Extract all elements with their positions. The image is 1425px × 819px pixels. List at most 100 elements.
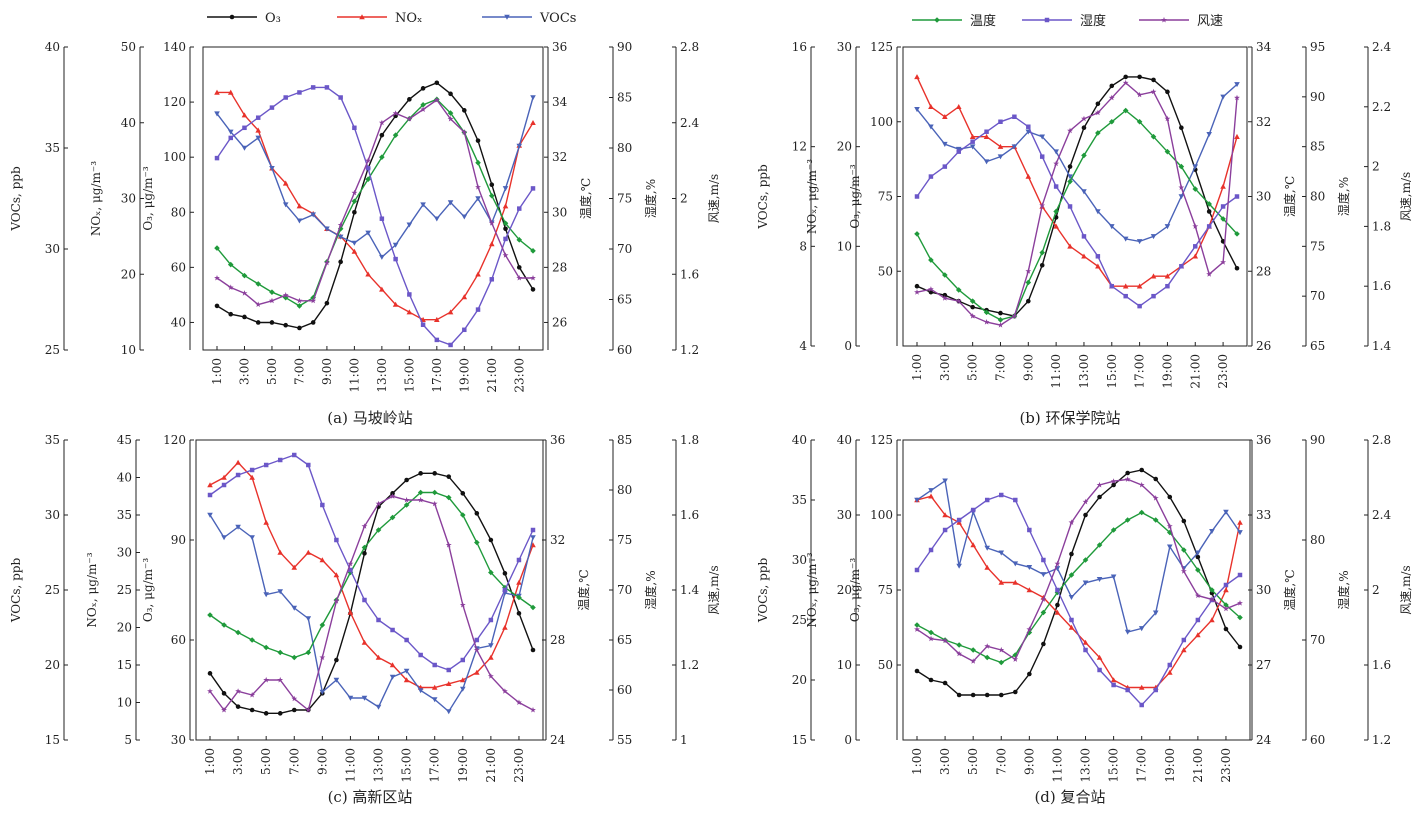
data-point	[1026, 124, 1031, 129]
y-axis-wind: 1.2 1.6 2 2.4 2.8 风速,m/s	[1364, 433, 1413, 747]
data-point	[404, 637, 409, 643]
data-point	[420, 322, 426, 327]
y-tick-label: 15	[117, 658, 132, 672]
data-point	[1110, 677, 1117, 683]
data-point	[1012, 579, 1019, 585]
data-point	[1013, 689, 1018, 695]
data-point	[277, 457, 283, 463]
data-point	[530, 706, 536, 713]
data-point	[1083, 512, 1088, 518]
data-point	[970, 542, 976, 548]
data-point	[291, 707, 297, 713]
x-tick-label: 11:00	[1050, 748, 1064, 783]
y-axis-label: 湿度,%	[643, 179, 658, 218]
x-tick-label: 21:00	[484, 748, 498, 783]
x-tick-label: 19:00	[1163, 748, 1177, 783]
data-point	[207, 612, 213, 618]
data-point	[517, 206, 522, 211]
x-tick-label: 5:00	[966, 748, 980, 775]
series-O3	[207, 471, 536, 716]
y-tick-label: 30	[121, 192, 136, 206]
chart-panel-d: 1:00 3:00 5:00 7:00 9:00 11:00 13:00 15:00 17:00…	[756, 433, 1413, 806]
y-tick-label: 75	[878, 583, 893, 597]
data-point	[1136, 283, 1143, 289]
data-point	[1040, 596, 1047, 602]
x-tick-label: 9:00	[1021, 354, 1035, 381]
data-point	[1195, 617, 1201, 623]
x-tick-label: 3:00	[938, 354, 952, 381]
data-point	[1124, 476, 1131, 482]
x-tick-label: 13:00	[1077, 354, 1091, 389]
panel-caption: (a) 马坡岭站	[327, 409, 412, 427]
x-tick-label: 11:00	[343, 748, 357, 783]
y-axis-label: O₃, μg/m⁻³	[141, 558, 155, 623]
data-point	[1026, 564, 1033, 570]
data-point	[1137, 303, 1142, 309]
y-tick-label: 35	[45, 433, 60, 447]
y-tick-label: 90	[617, 40, 632, 54]
data-point	[431, 697, 438, 703]
data-point	[292, 452, 297, 458]
data-point	[488, 192, 495, 199]
series-NOx	[207, 459, 536, 690]
data-point	[928, 488, 934, 494]
data-point	[1220, 259, 1226, 265]
data-point	[502, 624, 508, 630]
data-point	[1234, 94, 1240, 101]
data-point	[516, 594, 522, 601]
plot-frame	[195, 439, 544, 741]
data-point	[379, 254, 385, 260]
data-point	[1193, 244, 1198, 249]
data-point	[306, 462, 311, 468]
data-point	[1234, 265, 1240, 271]
data-point	[1111, 682, 1116, 688]
data-point	[389, 674, 396, 680]
series-line	[916, 479, 1241, 633]
data-point	[1234, 231, 1240, 237]
data-point	[320, 502, 325, 508]
data-point	[1081, 189, 1087, 195]
data-point	[1125, 470, 1130, 476]
y-tick-label: 75	[617, 533, 632, 547]
data-point	[1053, 149, 1059, 155]
data-point	[473, 646, 480, 653]
data-point	[1055, 602, 1060, 608]
data-point	[1097, 494, 1102, 500]
data-point	[1223, 509, 1229, 515]
data-point	[333, 677, 340, 683]
data-point	[983, 159, 990, 165]
data-point	[445, 680, 452, 686]
data-point	[347, 695, 354, 701]
data-point	[269, 289, 275, 295]
y-axis-label: 温度,℃	[1282, 569, 1297, 610]
y-axis-VOCs: 15 20 25 30 35 40 VOCs, ppb	[756, 433, 815, 747]
data-point	[351, 189, 358, 196]
data-point	[942, 512, 948, 518]
series-line	[916, 83, 1238, 243]
x-tick-label: 11:00	[347, 358, 361, 393]
data-point	[942, 527, 948, 533]
data-point	[392, 132, 399, 138]
y-tick-label: 25	[792, 613, 807, 627]
data-point	[269, 105, 275, 110]
y-axis-O3: 40 60 80 100 120 140 O₃, μg/m⁻³	[141, 40, 194, 350]
series-VOCs	[207, 512, 536, 715]
x-tick-label: 9:00	[315, 748, 329, 775]
y-tick-label: 2	[1372, 160, 1380, 174]
x-tick-label: 9:00	[1022, 748, 1036, 775]
data-point	[1026, 587, 1033, 593]
data-point	[392, 110, 399, 116]
data-point	[420, 86, 426, 91]
data-point	[434, 316, 440, 322]
data-point	[221, 691, 227, 696]
legend-marker	[1044, 17, 1050, 23]
series-line	[916, 116, 1238, 307]
data-point	[1220, 94, 1226, 100]
data-point	[1152, 495, 1159, 501]
x-tick-label: 15:00	[400, 748, 414, 783]
x-tick-label: 19:00	[457, 358, 471, 393]
data-point	[461, 214, 468, 220]
data-point	[970, 507, 976, 513]
data-point	[941, 295, 948, 301]
y-tick-label: 20	[45, 658, 60, 672]
